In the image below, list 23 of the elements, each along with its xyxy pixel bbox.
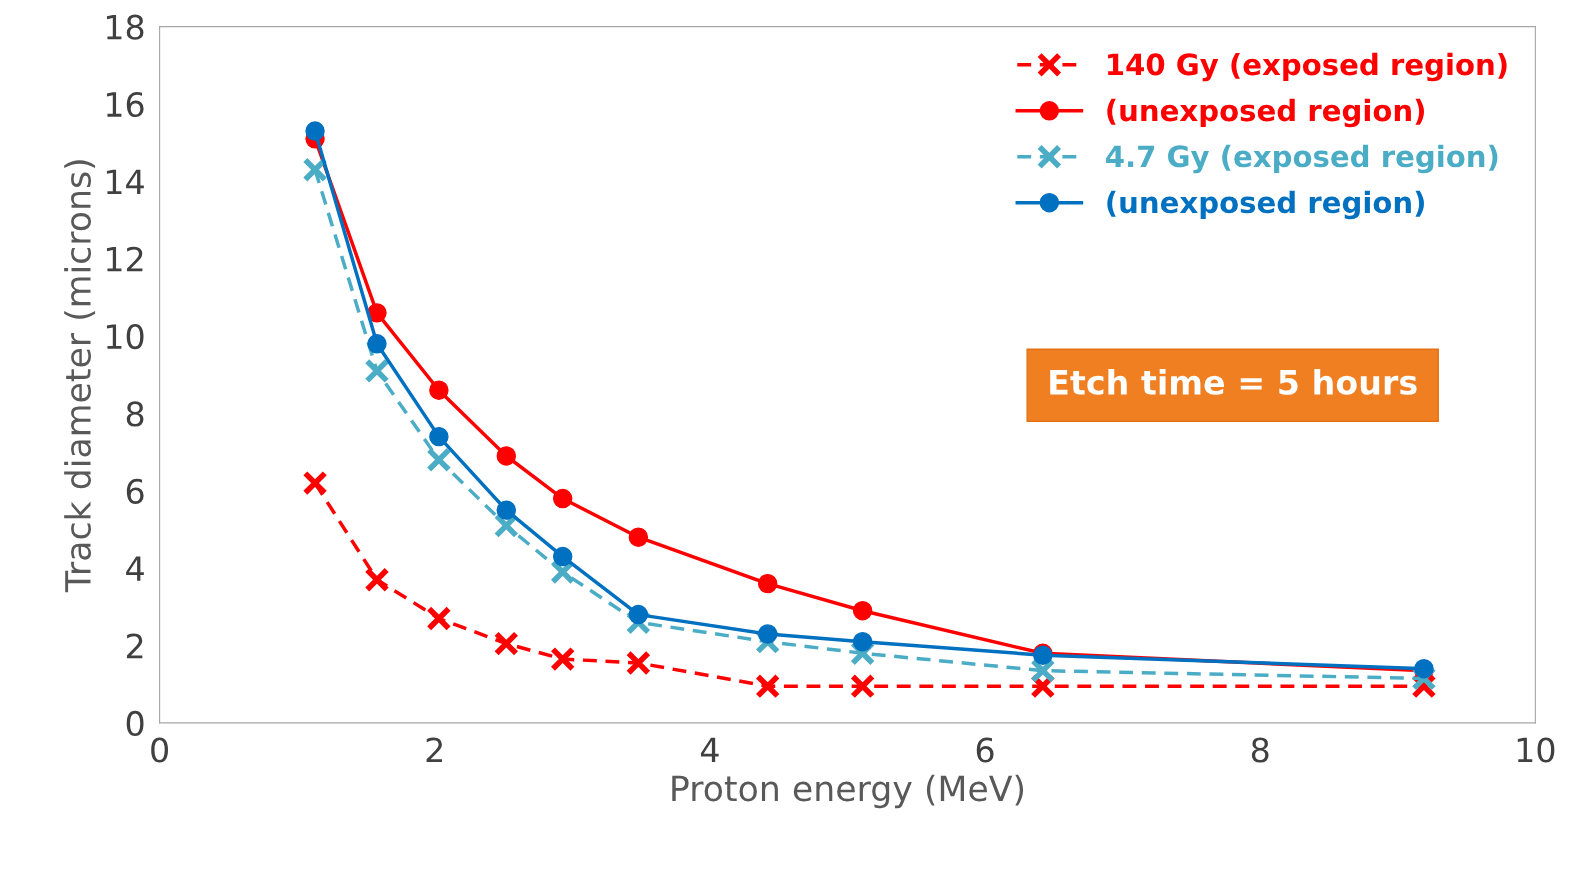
x-axis-title: Proton energy (MeV) <box>672 774 1024 809</box>
y-tick-label: 14 <box>106 169 144 195</box>
y-tick-label: 2 <box>126 633 143 659</box>
y-tick-label: 18 <box>106 14 144 40</box>
y-tick-label: 8 <box>126 401 144 427</box>
legend-label: 140 Gy (exposed region) <box>1108 52 1507 82</box>
annotation: Etch time = 5 hours <box>1050 369 1417 395</box>
y-tick-label: 12 <box>106 246 143 272</box>
y-axis-title: Track diameter (microns) <box>64 160 96 593</box>
y-tick-label: 10 <box>106 324 144 350</box>
x-tick-label: 2 <box>426 737 443 763</box>
y-tick-label: 6 <box>126 478 144 504</box>
y-tick-label: 16 <box>106 91 144 118</box>
x-tick-label: 10 <box>1517 737 1555 763</box>
x-tick-label: 4 <box>700 737 719 763</box>
x-tick-label: 6 <box>976 737 994 763</box>
legend-label: 4.7 Gy (exposed region) <box>1106 144 1498 174</box>
legend-label: (unexposed region) <box>1107 98 1424 128</box>
x-tick-label: 0 <box>151 737 168 763</box>
y-tick-label: 4 <box>126 556 144 581</box>
x-tick-label: 8 <box>1251 737 1269 763</box>
legend-label: (unexposed region) <box>1107 190 1424 220</box>
y-tick-label: 0 <box>126 710 144 737</box>
